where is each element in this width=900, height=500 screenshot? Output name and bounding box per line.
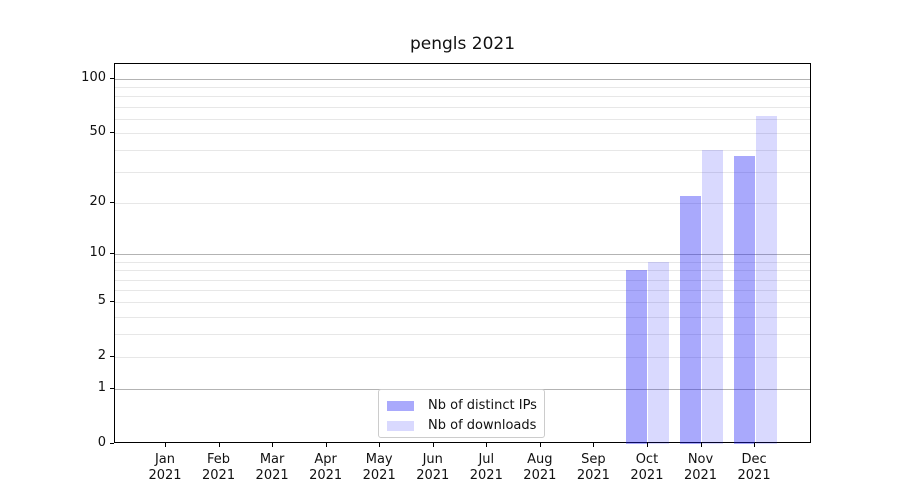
bar-distinct-ips [733,156,755,444]
bar-downloads [702,150,723,444]
y-gridline-minor [115,357,810,359]
y-tick-label: 0 [97,435,106,450]
x-tick-label: Jul 2021 [469,452,503,483]
y-gridline-minor [115,279,810,281]
x-tick-label: Jun 2021 [416,452,450,483]
x-axis-tick [593,443,595,447]
legend-item-downloads: Nb of downloads [387,416,536,435]
y-gridline-minor [115,334,810,336]
y-gridline-minor [115,150,810,152]
y-gridline-minor [115,316,810,318]
legend-swatch-distinct-ips [387,400,414,411]
y-gridline-minor [115,106,810,108]
x-axis-tick [218,443,220,447]
x-axis-tick [486,443,488,447]
legend-swatch-downloads [387,420,414,431]
bar-distinct-ips [626,270,648,444]
x-axis-tick [325,443,327,447]
y-gridline-major [115,254,810,256]
y-gridline-minor [115,270,810,272]
y-gridline-minor [115,96,810,98]
x-tick-label: Dec 2021 [737,452,771,483]
x-tick-label: Feb 2021 [202,452,236,483]
bar-downloads [648,261,670,444]
y-axis-tick [110,443,114,444]
x-axis-tick [379,443,381,447]
y-gridline-minor [115,87,810,89]
x-tick-label: Jan 2021 [148,452,182,483]
x-tick-label: May 2021 [362,452,396,483]
y-tick-label: 2 [97,348,106,364]
x-tick-label: Apr 2021 [309,452,343,483]
y-tick-label: 10 [89,245,106,261]
y-axis-tick [110,301,114,303]
y-gridline-minor [115,132,810,134]
y-tick-label: 20 [89,194,106,210]
y-axis-tick [110,131,114,133]
y-tick-label: 1 [97,380,106,396]
x-axis-tick [539,443,541,447]
y-axis-tick [110,356,114,358]
legend-label-distinct-ips: Nb of distinct IPs [428,398,537,413]
x-axis-tick [754,443,756,447]
y-axis-tick [110,202,114,204]
y-gridline-minor [115,203,810,205]
x-axis-tick [646,443,648,447]
x-axis-tick [700,443,702,447]
bar-distinct-ips [680,195,701,444]
y-axis-tick [110,77,114,79]
x-tick-label: Aug 2021 [523,452,557,483]
x-axis-tick [432,443,434,447]
x-tick-label: Oct 2021 [630,452,664,483]
y-gridline-minor [115,172,810,174]
legend: Nb of distinct IPs Nb of downloads [378,389,545,438]
y-tick-label: 100 [81,69,106,85]
x-tick-label: Nov 2021 [683,452,718,483]
y-axis-tick [110,388,114,390]
chart-title: pengls 2021 [409,34,516,54]
y-tick-label: 5 [97,293,106,309]
legend-label-downloads: Nb of downloads [428,418,537,433]
y-tick-label: 50 [89,123,106,139]
y-gridline-minor [115,290,810,292]
plot-area [114,63,811,444]
x-tick-label: Mar 2021 [255,452,289,483]
y-gridline-minor [115,302,810,304]
bar-downloads [755,116,777,444]
legend-item-distinct-ips: Nb of distinct IPs [387,396,537,415]
x-tick-label: Sep 2021 [576,452,610,483]
y-gridline-major [115,78,810,80]
x-axis-tick [165,443,166,447]
y-axis-tick [110,253,114,255]
x-axis-tick [272,443,274,447]
y-gridline-minor [115,261,810,263]
y-gridline-minor [115,118,810,120]
